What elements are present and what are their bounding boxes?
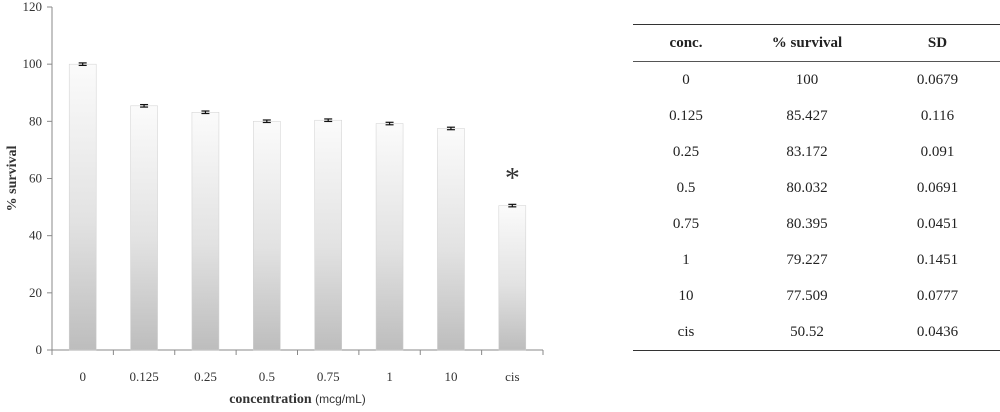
- bar: [68, 63, 97, 351]
- header-survival: % survival: [771, 34, 843, 51]
- x-tick-label: 0.5: [259, 369, 275, 384]
- x-tick-label: 0.125: [129, 369, 158, 384]
- cell-sd: 0.1451: [916, 251, 959, 268]
- y-axis-title: % survival: [5, 146, 20, 212]
- table-row: 0.25 83.172 0.091: [633, 134, 1000, 170]
- bar: [375, 123, 404, 351]
- x-tick-label: 0.25: [194, 369, 217, 384]
- cell-conc: 0.25: [672, 143, 700, 160]
- bar: [314, 119, 342, 351]
- cell-conc: 0: [682, 71, 690, 88]
- cell-sd: 0.091: [920, 143, 955, 160]
- table-row: 10 77.509 0.0777: [633, 278, 1000, 314]
- table-row: 0.75 80.395 0.0451: [633, 206, 1000, 242]
- y-tick-label: 40: [29, 228, 42, 243]
- cell-survival: 79.227: [786, 251, 828, 268]
- y-tick-label: 20: [29, 285, 42, 300]
- table-row: 1 79.227 0.1451: [633, 242, 1000, 278]
- cell-survival: 80.395: [786, 215, 828, 232]
- significance-asterisk: *: [505, 162, 520, 195]
- cell-sd: 0.0777: [916, 287, 959, 304]
- x-axis-unit: (mcg/mL): [315, 392, 366, 406]
- y-tick-label: 80: [29, 113, 42, 128]
- cell-conc: 0.125: [669, 107, 703, 124]
- cell-survival: 77.509: [786, 287, 828, 304]
- bar: [191, 112, 220, 351]
- table-row: cis 50.52 0.0436: [633, 314, 1000, 351]
- cell-survival: 80.032: [786, 179, 828, 196]
- cell-conc: 10: [678, 287, 694, 304]
- header-conc: conc.: [669, 34, 703, 51]
- y-tick-label: 120: [23, 0, 43, 14]
- table-row: 0.5 80.032 0.0691: [633, 170, 1000, 206]
- y-tick-label: 0: [36, 342, 43, 357]
- cell-conc: 1: [682, 251, 690, 268]
- cell-survival: 50.52: [790, 323, 824, 340]
- cell-sd: 0.0436: [916, 323, 959, 340]
- bar: [130, 105, 158, 351]
- y-tick-label: 60: [29, 171, 42, 186]
- data-table: conc. % survival SD 0 100 0.0679 0.125 8…: [633, 24, 1000, 351]
- x-tick-label: 1: [386, 369, 393, 384]
- cell-conc: 0.5: [676, 179, 696, 196]
- cell-conc: cis: [677, 323, 695, 340]
- cell-sd: 0.116: [920, 107, 955, 124]
- bar: [498, 205, 527, 351]
- cell-conc: 0.75: [672, 215, 700, 232]
- cell-sd: 0.0679: [916, 71, 959, 88]
- cell-survival: 100: [795, 71, 819, 88]
- bar: [437, 128, 465, 351]
- table-row: 0.125 85.427 0.116: [633, 98, 1000, 134]
- cell-survival: 83.172: [786, 143, 828, 160]
- x-axis-title: concentration (mcg/mL): [229, 392, 366, 407]
- x-tick-label: cis: [505, 369, 519, 384]
- x-tick-label: 10: [444, 369, 457, 384]
- x-tick-label: 0: [79, 369, 86, 384]
- table-header-row: conc. % survival SD: [633, 24, 1000, 62]
- cell-survival: 85.427: [786, 107, 828, 124]
- bar: [253, 120, 281, 351]
- header-sd: SD: [927, 34, 948, 51]
- cell-sd: 0.0451: [916, 215, 959, 232]
- x-tick-label: 0.75: [317, 369, 340, 384]
- bar-chart: 0 20 40 60 80 100 120 0 0.125 0.25 0.5 0.75 1 10 cis *%…: [5, 0, 544, 407]
- table-row: 0 100 0.0679: [633, 62, 1000, 99]
- cell-sd: 0.0691: [916, 179, 959, 196]
- y-tick-label: 100: [23, 56, 43, 71]
